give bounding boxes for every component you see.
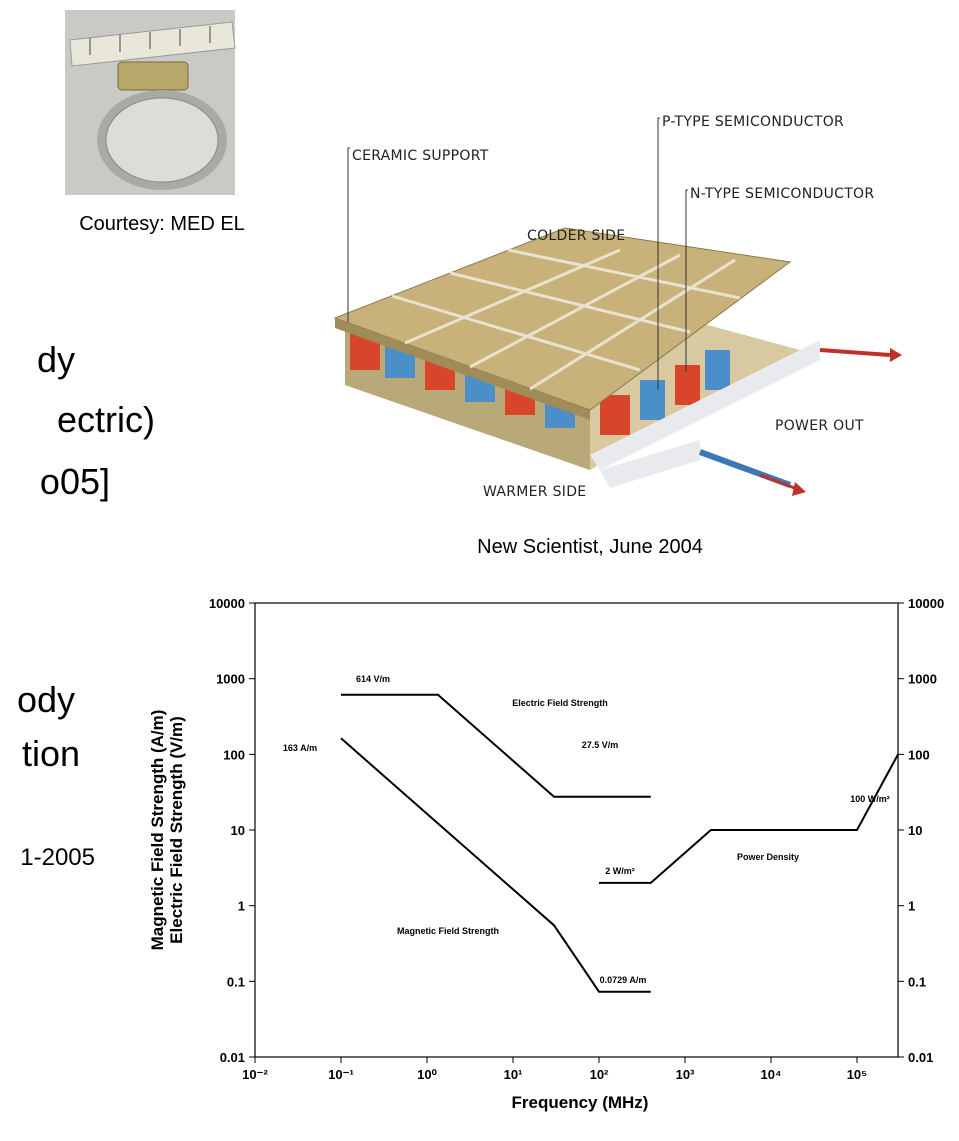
- series-label: Power Density: [737, 852, 799, 862]
- annotation: 100 W/m²: [850, 794, 890, 804]
- y-tick-label: 10: [231, 823, 245, 838]
- x-tick-label: 10⁰: [417, 1067, 437, 1082]
- x-tick-label: 10⁴: [761, 1067, 782, 1082]
- text-fragment: o05]: [40, 461, 110, 502]
- x-tick-label: 10⁵: [847, 1067, 868, 1082]
- annotation: 2 W/m²: [605, 866, 635, 876]
- y2-tick-label: 1000: [908, 672, 937, 687]
- y-tick-label: 100: [223, 747, 245, 762]
- y-axis-title: Electric Field Strength (V/m): [167, 716, 186, 944]
- text-fragment: ectric): [57, 399, 155, 440]
- slide-canvas: Courtesy: MED EL CERAMIC SUP: [0, 0, 959, 1141]
- y2-tick-label: 1: [908, 899, 915, 914]
- x-tick-label: 10¹: [504, 1067, 523, 1082]
- diagram-label: P-TYPE SEMICONDUCTOR: [662, 114, 844, 130]
- y2-tick-label: 100: [908, 747, 930, 762]
- annotation: 614 V/m: [356, 674, 390, 684]
- y2-tick-label: 10: [908, 823, 922, 838]
- y-tick-label: 0.1: [227, 974, 245, 989]
- series-line: [599, 754, 898, 883]
- text-fragment: tion: [22, 733, 80, 774]
- x-tick-label: 10⁻²: [242, 1067, 268, 1082]
- pacemaker-photo: [65, 10, 235, 195]
- x-axis-title: Frequency (MHz): [512, 1093, 649, 1112]
- annotation: 0.0729 A/m: [600, 975, 647, 985]
- y2-tick-label: 10000: [908, 596, 944, 611]
- diagram-label: WARMER SIDE: [483, 484, 586, 500]
- y-axis-title: Magnetic Field Strength (A/m): [148, 710, 167, 951]
- series-label: Magnetic Field Strength: [397, 926, 499, 936]
- annotation: 27.5 V/m: [582, 740, 619, 750]
- y-tick-label: 10000: [209, 596, 245, 611]
- diagram-label: CERAMIC SUPPORT: [352, 148, 489, 164]
- caption: New Scientist, June 2004: [477, 536, 703, 558]
- y-tick-label: 1000: [216, 672, 245, 687]
- diagram-label: POWER OUT: [775, 418, 864, 434]
- caption: Courtesy: MED EL: [79, 213, 245, 235]
- annotation: 163 A/m: [283, 743, 317, 753]
- y2-tick-label: 0.01: [908, 1050, 933, 1065]
- text-fragment: dy: [37, 339, 75, 380]
- text-fragment: ody: [17, 679, 75, 720]
- y2-tick-label: 0.1: [908, 974, 926, 989]
- y-tick-label: 0.01: [220, 1050, 245, 1065]
- diagram-label: N-TYPE SEMICONDUCTOR: [690, 186, 874, 202]
- series-label: Electric Field Strength: [512, 698, 608, 708]
- x-tick-label: 10⁻¹: [328, 1067, 354, 1082]
- diagram-label: COLDER SIDE: [527, 228, 625, 244]
- slide: Courtesy: MED EL CERAMIC SUP: [0, 0, 959, 1141]
- text-fragment: 1-2005: [20, 844, 95, 871]
- y-tick-label: 1: [238, 899, 245, 914]
- x-tick-label: 10³: [676, 1067, 695, 1082]
- x-tick-label: 10²: [590, 1067, 609, 1082]
- series-line: [341, 738, 651, 991]
- thermoelectric-illustration: [335, 118, 902, 496]
